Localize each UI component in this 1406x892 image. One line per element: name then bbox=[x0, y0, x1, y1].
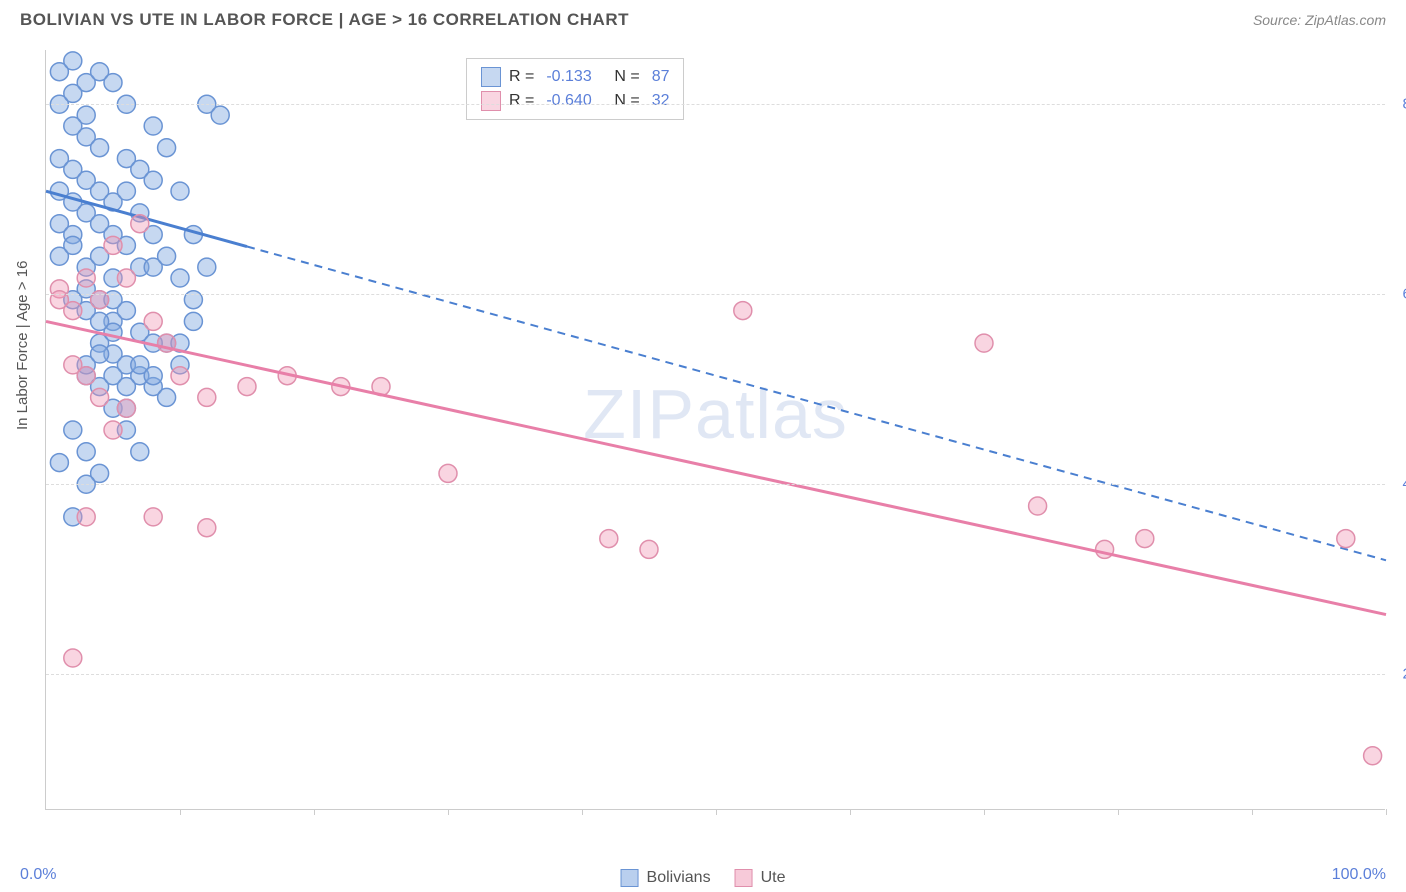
legend-stat-row: R = -0.640 N = 32 bbox=[481, 89, 669, 113]
data-point bbox=[64, 52, 82, 70]
data-point bbox=[184, 312, 202, 330]
data-point bbox=[104, 74, 122, 92]
grid-line bbox=[46, 484, 1385, 485]
chart-header: BOLIVIAN VS UTE IN LABOR FORCE | AGE > 1… bbox=[0, 0, 1406, 38]
legend-n-value: 87 bbox=[652, 68, 670, 86]
y-tick-label: 62.5% bbox=[1402, 286, 1406, 303]
data-point bbox=[1136, 530, 1154, 548]
legend-swatch bbox=[481, 67, 501, 87]
data-point bbox=[238, 378, 256, 396]
data-point bbox=[171, 269, 189, 287]
data-point bbox=[77, 443, 95, 461]
data-point bbox=[91, 312, 109, 330]
data-point bbox=[640, 540, 658, 558]
legend-n-value: 32 bbox=[652, 92, 670, 110]
data-point bbox=[104, 236, 122, 254]
data-point bbox=[144, 508, 162, 526]
data-point bbox=[131, 215, 149, 233]
regression-line bbox=[46, 321, 1386, 614]
chart-plot-area: ZIPatlas R =-0.133N =87R =-0.640N =32 80… bbox=[45, 50, 1385, 810]
x-tick bbox=[850, 809, 851, 815]
grid-line bbox=[46, 294, 1385, 295]
source-attribution: Source: ZipAtlas.com bbox=[1253, 12, 1386, 28]
grid-line bbox=[46, 104, 1385, 105]
data-point bbox=[77, 269, 95, 287]
data-point bbox=[211, 106, 229, 124]
legend-item: Ute bbox=[735, 869, 786, 887]
data-point bbox=[144, 171, 162, 189]
data-point bbox=[77, 367, 95, 385]
legend-n-label: N = bbox=[614, 68, 639, 86]
data-point bbox=[144, 312, 162, 330]
legend-r-label: R = bbox=[509, 68, 534, 86]
y-tick-label: 80.0% bbox=[1402, 96, 1406, 113]
data-point bbox=[117, 399, 135, 417]
data-point bbox=[64, 421, 82, 439]
data-point bbox=[64, 302, 82, 320]
x-tick bbox=[984, 809, 985, 815]
data-point bbox=[158, 247, 176, 265]
legend-swatch bbox=[735, 869, 753, 887]
data-point bbox=[975, 334, 993, 352]
legend-item: Bolivians bbox=[621, 869, 711, 887]
x-tick bbox=[1386, 809, 1387, 815]
grid-line bbox=[46, 674, 1385, 675]
data-point bbox=[117, 182, 135, 200]
data-point bbox=[64, 649, 82, 667]
legend-swatch bbox=[621, 869, 639, 887]
x-axis-min-label: 0.0% bbox=[20, 866, 56, 884]
data-point bbox=[104, 421, 122, 439]
legend-swatch bbox=[481, 91, 501, 111]
x-tick bbox=[582, 809, 583, 815]
x-tick bbox=[1118, 809, 1119, 815]
data-point bbox=[1029, 497, 1047, 515]
data-point bbox=[198, 519, 216, 537]
legend-r-label: R = bbox=[509, 92, 534, 110]
x-tick bbox=[448, 809, 449, 815]
data-point bbox=[77, 508, 95, 526]
data-point bbox=[600, 530, 618, 548]
stats-legend-box: R = -0.133 N = 87 R = -0.640 N = 32 bbox=[466, 58, 684, 120]
data-point bbox=[1337, 530, 1355, 548]
legend-n-label: N = bbox=[614, 92, 639, 110]
x-tick bbox=[1252, 809, 1253, 815]
data-point bbox=[91, 388, 109, 406]
data-point bbox=[91, 139, 109, 157]
data-point bbox=[64, 236, 82, 254]
y-tick-label: 27.5% bbox=[1402, 666, 1406, 683]
legend-label: Ute bbox=[761, 869, 786, 887]
x-axis-max-label: 100.0% bbox=[1332, 866, 1386, 884]
y-tick-label: 45.0% bbox=[1402, 476, 1406, 493]
scatter-plot-svg bbox=[46, 50, 1385, 809]
legend-stat-row: R = -0.133 N = 87 bbox=[481, 65, 669, 89]
series-legend: Bolivians Ute bbox=[621, 869, 786, 887]
y-axis-label: In Labor Force | Age > 16 bbox=[14, 261, 31, 430]
data-point bbox=[117, 378, 135, 396]
data-point bbox=[144, 367, 162, 385]
data-point bbox=[439, 464, 457, 482]
data-point bbox=[171, 182, 189, 200]
data-point bbox=[158, 388, 176, 406]
data-point bbox=[91, 345, 109, 363]
data-point bbox=[198, 258, 216, 276]
data-point bbox=[131, 443, 149, 461]
data-point bbox=[198, 388, 216, 406]
data-point bbox=[734, 302, 752, 320]
data-point bbox=[144, 117, 162, 135]
data-point bbox=[171, 367, 189, 385]
data-point bbox=[1364, 747, 1382, 765]
x-tick bbox=[314, 809, 315, 815]
data-point bbox=[117, 269, 135, 287]
chart-title: BOLIVIAN VS UTE IN LABOR FORCE | AGE > 1… bbox=[20, 10, 629, 30]
legend-label: Bolivians bbox=[647, 869, 711, 887]
data-point bbox=[50, 454, 68, 472]
legend-r-value: -0.640 bbox=[546, 92, 606, 110]
x-tick bbox=[716, 809, 717, 815]
legend-r-value: -0.133 bbox=[546, 68, 606, 86]
x-tick bbox=[180, 809, 181, 815]
data-point bbox=[64, 84, 82, 102]
data-point bbox=[158, 139, 176, 157]
